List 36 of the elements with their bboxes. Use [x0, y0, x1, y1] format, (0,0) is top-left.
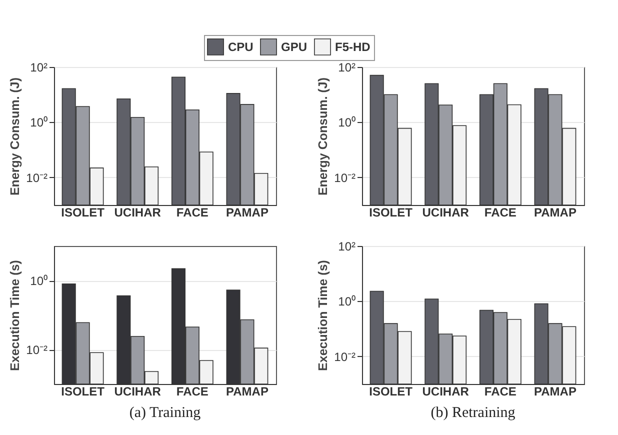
x-tick-label: PAMAP: [534, 384, 576, 398]
y-tick-label: 10⁻²: [26, 170, 48, 185]
x-tick-label: PAMAP: [534, 206, 576, 220]
y-axis-title: Energy Consum. (J): [8, 77, 22, 196]
text: (a) Training: [129, 405, 202, 421]
legend-label: F5-HD: [335, 40, 371, 54]
y-tick-label: 10²: [338, 240, 356, 254]
y-tick-label: 10⁰: [338, 294, 356, 309]
x-tick-label: UCIHAR: [114, 206, 162, 220]
y-tick-label: 10²: [30, 60, 48, 74]
legend-label: CPU: [228, 40, 254, 54]
y-tick-label: 10⁰: [30, 116, 48, 130]
y-tick-label: 10⁰: [338, 116, 356, 130]
y-tick-label: 10⁻²: [26, 343, 48, 357]
x-tick-label: UCIHAR: [114, 384, 162, 398]
x-tick-label: ISOLET: [61, 384, 106, 398]
x-tick-label: FACE: [484, 384, 516, 398]
x-tick-label: PAMAP: [226, 384, 268, 398]
y-tick-label: 10²: [338, 60, 356, 74]
x-tick-label: ISOLET: [369, 384, 414, 398]
y-axis-title: Execution Time (s): [8, 260, 22, 371]
x-tick-label: ISOLET: [61, 206, 106, 220]
y-tick-label: 10⁻²: [334, 350, 356, 364]
x-tick-label: ISOLET: [369, 206, 414, 220]
x-tick-label: UCIHAR: [422, 206, 470, 220]
y-axis-title: Energy Consum. (J): [316, 77, 330, 196]
x-tick-label: FACE: [484, 206, 516, 220]
y-axis-title: Execution Time (s): [316, 260, 330, 371]
x-tick-label: FACE: [176, 206, 208, 220]
x-tick-label: PAMAP: [226, 206, 268, 220]
text: (b) Retraining: [430, 405, 516, 421]
y-tick-label: 10⁰: [30, 274, 48, 288]
legend-label: GPU: [281, 40, 308, 54]
y-tick-label: 10⁻²: [334, 170, 356, 185]
x-tick-label: FACE: [176, 384, 208, 398]
x-tick-label: UCIHAR: [422, 384, 470, 398]
